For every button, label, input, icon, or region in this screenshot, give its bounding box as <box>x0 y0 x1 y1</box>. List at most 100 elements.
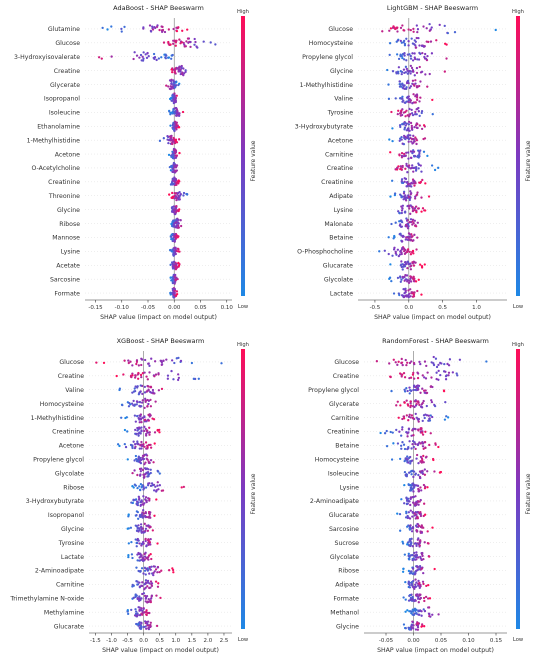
shap-point <box>401 275 404 279</box>
shap-point <box>397 165 400 168</box>
shap-point <box>398 83 401 86</box>
shap-point <box>419 362 422 366</box>
feature-label: Propylene glycol <box>33 456 84 463</box>
randomforest-beeswarm-panel: RandomForest - SHAP Beeswarm Glucose Creat… <box>275 333 550 666</box>
shap-point <box>419 555 422 558</box>
shap-point <box>170 57 173 60</box>
shap-point <box>412 371 415 375</box>
shap-point <box>403 154 407 158</box>
shap-point <box>411 261 414 264</box>
shap-point <box>150 357 153 360</box>
shap-point <box>154 400 157 403</box>
shap-point <box>134 498 138 501</box>
shap-point <box>406 543 409 546</box>
shap-point <box>403 502 406 505</box>
shap-point <box>404 262 408 266</box>
shap-point <box>400 375 403 378</box>
shap-point <box>405 295 408 298</box>
shap-point <box>409 72 412 75</box>
shap-point <box>402 596 405 599</box>
shap-point <box>146 51 149 55</box>
shap-point <box>415 384 419 388</box>
shap-point <box>416 221 419 224</box>
feature-label: Methanol <box>330 609 359 616</box>
shap-point <box>417 58 421 61</box>
shap-point <box>177 83 180 87</box>
shap-point <box>410 66 414 70</box>
shap-point <box>175 198 178 202</box>
shap-point <box>415 594 418 597</box>
shap-point <box>434 443 437 446</box>
shap-point <box>416 516 419 520</box>
shap-point <box>143 522 146 525</box>
shap-point <box>407 225 410 228</box>
shap-point <box>428 555 431 558</box>
xgboost-beeswarm-panel: XGBoost - SHAP Beeswarm Glucose Creatine Va… <box>0 333 275 666</box>
feature-label: Glycerate <box>50 82 80 89</box>
shap-point <box>423 360 427 363</box>
chart-title: XGBoost - SHAP Beeswarm <box>117 337 205 345</box>
shap-point <box>139 500 142 504</box>
shap-point <box>170 196 173 199</box>
shap-point <box>136 426 139 430</box>
shap-point <box>405 363 408 367</box>
shap-point <box>174 96 178 100</box>
shap-point <box>413 140 416 143</box>
shap-point <box>425 364 428 368</box>
feature-label: Acetone <box>328 137 353 144</box>
shap-point <box>165 84 168 87</box>
x-tick-label: -0.10 <box>115 305 130 311</box>
x-tick-label: 0.05 <box>194 305 207 311</box>
shap-point <box>171 127 175 130</box>
shap-point <box>140 528 143 531</box>
shap-point <box>118 387 122 390</box>
shap-point <box>143 594 147 598</box>
shap-point <box>147 524 150 527</box>
shap-point <box>144 579 148 582</box>
shap-point <box>418 44 421 47</box>
shap-point <box>139 373 143 377</box>
shap-point <box>409 212 412 215</box>
shap-point <box>413 261 416 264</box>
shap-point <box>409 54 412 58</box>
shap-point <box>420 127 424 130</box>
shap-point <box>172 571 175 574</box>
shap-point <box>148 364 151 367</box>
shap-point <box>428 417 431 421</box>
feature-label: Lysine <box>340 484 359 491</box>
chart-title: LightGBM - SHAP Beeswarm <box>387 4 478 12</box>
shap-point <box>414 412 417 416</box>
shap-point <box>395 404 398 407</box>
colorbar-low-label: Low <box>238 637 249 643</box>
shap-point <box>168 110 171 113</box>
feature-label: Lysine <box>61 249 80 256</box>
colorbar-title: Feature value <box>525 140 532 181</box>
shap-point <box>145 627 148 630</box>
shap-point <box>413 377 416 380</box>
shap-point <box>407 404 410 407</box>
shap-point <box>401 83 404 87</box>
shap-point <box>179 359 183 363</box>
shap-point <box>408 557 411 561</box>
shap-point <box>171 183 174 186</box>
colorbar <box>241 16 245 296</box>
shap-point <box>405 37 408 40</box>
shap-point <box>402 623 406 626</box>
shap-point <box>158 139 162 142</box>
shap-point <box>120 30 123 33</box>
shap-point <box>139 525 143 529</box>
shap-point <box>173 92 176 95</box>
shap-point <box>137 524 140 527</box>
shap-point <box>168 569 171 572</box>
shap-point <box>120 416 123 419</box>
shap-point <box>174 294 178 297</box>
shap-point <box>415 138 418 141</box>
shap-point <box>169 136 173 139</box>
shap-point <box>418 114 421 118</box>
shap-point <box>400 205 403 208</box>
shap-point <box>433 403 436 407</box>
shap-point <box>408 386 411 389</box>
shap-point <box>417 579 420 583</box>
shap-point <box>177 218 180 222</box>
shap-point <box>100 57 103 60</box>
